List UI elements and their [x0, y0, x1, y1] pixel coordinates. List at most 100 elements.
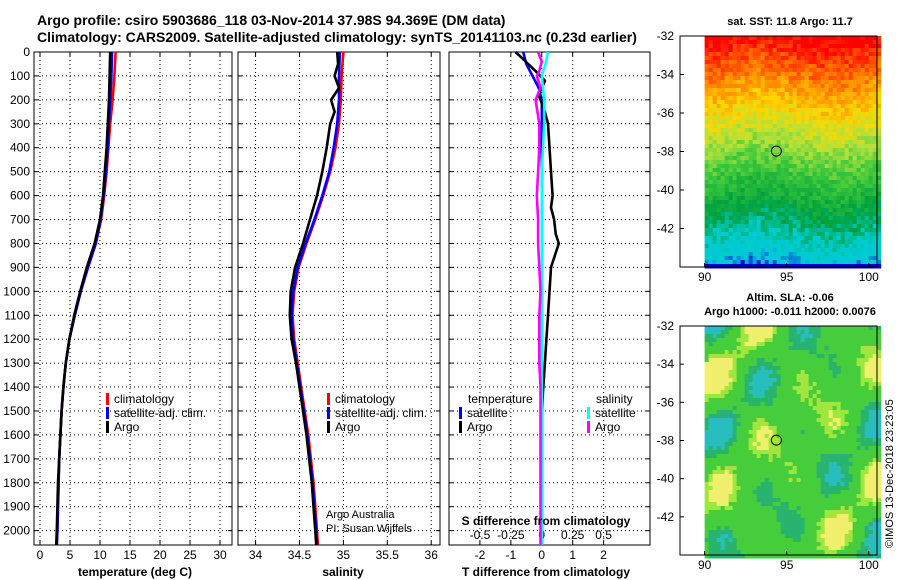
map-cell — [704, 358, 710, 363]
map-cell — [752, 120, 758, 125]
map-cell — [836, 382, 842, 387]
map-cell — [728, 402, 734, 407]
map-cell — [784, 124, 790, 129]
map-cell — [832, 128, 838, 133]
map-cell — [808, 196, 814, 201]
map-cell — [704, 156, 710, 161]
map-cell — [740, 112, 746, 117]
map-cell — [708, 160, 714, 165]
legend-label-climatology: climatology — [335, 392, 395, 406]
map-cell — [856, 192, 862, 197]
map-cell — [808, 136, 814, 141]
map-cell — [772, 358, 778, 363]
map-cell — [732, 446, 738, 451]
map-cell — [844, 236, 850, 241]
map-cell — [728, 474, 734, 479]
map-cell — [860, 470, 866, 475]
map-cell — [800, 108, 806, 113]
map-cell — [724, 326, 730, 331]
map-cell — [748, 40, 754, 45]
map-cell — [868, 422, 874, 427]
map-cell — [844, 264, 850, 269]
map-cell — [740, 330, 746, 335]
map-cell — [716, 482, 722, 487]
map-cell — [712, 374, 718, 379]
map-cell — [832, 104, 838, 109]
map-cell — [828, 148, 834, 153]
map-cell — [860, 330, 866, 335]
map-cell — [792, 216, 798, 221]
map-cell — [756, 248, 762, 253]
map-cell — [820, 466, 826, 471]
map-cell — [796, 422, 802, 427]
map-cell — [876, 260, 882, 265]
map-cell — [816, 176, 822, 181]
map-cell — [704, 104, 710, 109]
map-cell — [724, 128, 730, 133]
map-cell — [868, 100, 874, 105]
map-cell — [832, 462, 838, 467]
map-cell — [864, 450, 870, 455]
map-cell — [740, 244, 746, 249]
map-cell — [820, 326, 826, 331]
map-cell — [736, 164, 742, 169]
map-cell — [772, 112, 778, 117]
map-cell — [864, 244, 870, 249]
map-cell — [760, 216, 766, 221]
map-cell — [748, 220, 754, 225]
map-cell — [708, 406, 714, 411]
map-cell — [800, 76, 806, 81]
map-cell — [812, 128, 818, 133]
map-cell — [820, 248, 826, 253]
map-cell — [764, 200, 770, 205]
map-cell — [720, 264, 726, 269]
map-cell — [780, 232, 786, 237]
map-cell — [840, 84, 846, 89]
map-cell — [800, 104, 806, 109]
map-cell — [728, 116, 734, 121]
map-cell — [752, 510, 758, 515]
map-cell — [704, 442, 710, 447]
map-cell — [840, 422, 846, 427]
map-cell — [860, 168, 866, 173]
map-cell — [796, 398, 802, 403]
map-cell — [760, 354, 766, 359]
map-cell — [828, 72, 834, 77]
map-cell — [848, 168, 854, 173]
map-cell — [872, 204, 878, 209]
map-cell — [704, 72, 710, 77]
map-cell — [776, 76, 782, 81]
map-cell — [796, 168, 802, 173]
map-cell — [792, 200, 798, 205]
map-cell — [864, 326, 870, 331]
map-cell — [720, 394, 726, 399]
map-cell — [740, 108, 746, 113]
map-cell — [716, 454, 722, 459]
map-cell — [840, 96, 846, 101]
map-cell — [876, 398, 882, 403]
map-cell — [772, 48, 778, 53]
map-cell — [868, 92, 874, 97]
map-cell — [852, 172, 858, 177]
map-cell — [756, 470, 762, 475]
map-cell — [848, 418, 854, 423]
map-cell — [832, 96, 838, 101]
map-cell — [780, 208, 786, 213]
map-cell — [760, 358, 766, 363]
map-cell — [792, 192, 798, 197]
map-cell — [704, 346, 710, 351]
map-cell — [876, 252, 882, 257]
map-cell — [740, 132, 746, 137]
map-cell — [852, 60, 858, 65]
map-cell — [848, 338, 854, 343]
map-cell — [844, 216, 850, 221]
map-cell — [772, 338, 778, 343]
map-cell — [720, 252, 726, 257]
map-cell — [820, 200, 826, 205]
map-cell — [856, 40, 862, 45]
y-tick-label: 1300 — [3, 356, 30, 370]
map-cell — [752, 446, 758, 451]
map-cell — [708, 474, 714, 479]
map-cell — [756, 374, 762, 379]
map-cell — [720, 514, 726, 519]
